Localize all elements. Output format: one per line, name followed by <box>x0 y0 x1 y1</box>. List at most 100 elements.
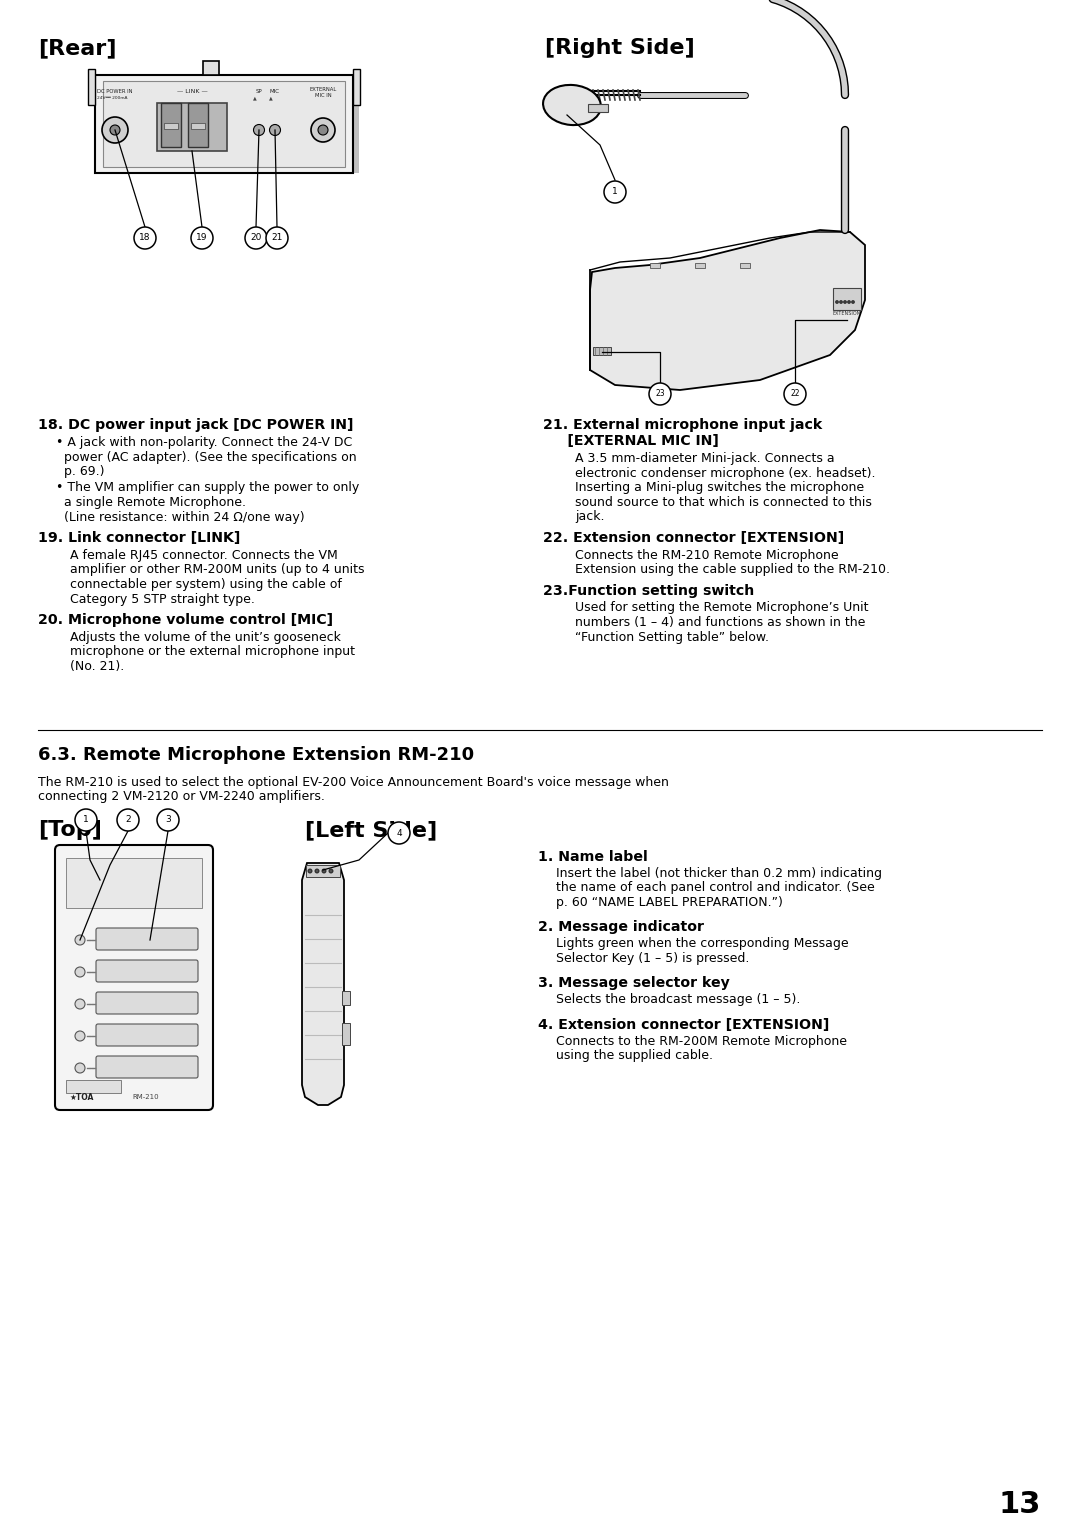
Text: Connects to the RM-200M Remote Microphone: Connects to the RM-200M Remote Microphon… <box>556 1034 847 1048</box>
Text: jack.: jack. <box>575 510 605 523</box>
Text: using the supplied cable.: using the supplied cable. <box>556 1050 713 1062</box>
Circle shape <box>75 999 85 1008</box>
Circle shape <box>75 1031 85 1041</box>
Circle shape <box>134 228 156 249</box>
Text: ▲: ▲ <box>253 95 257 99</box>
Circle shape <box>388 822 410 843</box>
Text: • The VM amplifier can supply the power to only: • The VM amplifier can supply the power … <box>56 481 360 495</box>
Bar <box>87 69 95 105</box>
Bar <box>353 69 360 105</box>
FancyBboxPatch shape <box>96 992 198 1015</box>
Text: ▲: ▲ <box>269 95 273 99</box>
Bar <box>306 865 340 877</box>
Text: [Right Side]: [Right Side] <box>545 38 694 58</box>
Circle shape <box>270 124 281 136</box>
Text: 20: 20 <box>251 234 261 243</box>
Bar <box>103 81 345 167</box>
Text: Extension using the cable supplied to the RM-210.: Extension using the cable supplied to th… <box>575 562 890 576</box>
Bar <box>188 102 208 147</box>
Text: 23: 23 <box>656 390 665 399</box>
Circle shape <box>848 301 850 303</box>
Text: “Function Setting table” below.: “Function Setting table” below. <box>575 631 769 643</box>
Text: A female RJ45 connector. Connects the VM: A female RJ45 connector. Connects the VM <box>70 549 338 562</box>
Text: 6.3. Remote Microphone Extension RM-210: 6.3. Remote Microphone Extension RM-210 <box>38 746 474 764</box>
Text: 2: 2 <box>125 816 131 825</box>
Text: the name of each panel control and indicator. (See: the name of each panel control and indic… <box>556 882 875 894</box>
Text: 19. Link connector [LINK]: 19. Link connector [LINK] <box>38 532 241 545</box>
Text: [Rear]: [Rear] <box>38 38 117 58</box>
Text: MIC IN: MIC IN <box>314 93 332 98</box>
Circle shape <box>157 808 179 831</box>
FancyBboxPatch shape <box>96 960 198 983</box>
Text: numbers (1 – 4) and functions as shown in the: numbers (1 – 4) and functions as shown i… <box>575 616 865 630</box>
Text: 1: 1 <box>83 816 89 825</box>
Circle shape <box>254 124 265 136</box>
Text: microphone or the external microphone input: microphone or the external microphone in… <box>70 645 355 659</box>
Bar <box>342 1024 350 1045</box>
Text: connectable per system) using the cable of: connectable per system) using the cable … <box>70 578 342 591</box>
Bar <box>164 122 178 128</box>
Text: 2. Message indicator: 2. Message indicator <box>538 920 704 935</box>
Bar <box>342 992 350 1005</box>
Bar <box>191 122 205 128</box>
Text: Adjusts the volume of the unit’s gooseneck: Adjusts the volume of the unit’s goosene… <box>70 631 341 643</box>
Circle shape <box>604 180 626 203</box>
Text: p. 60 “NAME LABEL PREPARATION.”): p. 60 “NAME LABEL PREPARATION.”) <box>556 895 783 909</box>
Text: A 3.5 mm-diameter Mini-jack. Connects a: A 3.5 mm-diameter Mini-jack. Connects a <box>575 452 835 465</box>
Text: 1. Name label: 1. Name label <box>538 850 648 863</box>
FancyBboxPatch shape <box>96 927 198 950</box>
Text: 24V══ 200mA: 24V══ 200mA <box>97 96 127 99</box>
Text: 23.Function setting switch: 23.Function setting switch <box>543 584 754 597</box>
Text: 20. Microphone volume control [MIC]: 20. Microphone volume control [MIC] <box>38 613 333 626</box>
Text: 3: 3 <box>165 816 171 825</box>
Bar <box>833 287 861 310</box>
Text: Connects the RM-210 Remote Microphone: Connects the RM-210 Remote Microphone <box>575 549 839 561</box>
Text: EXTERNAL: EXTERNAL <box>309 87 337 92</box>
Bar <box>696 263 705 267</box>
Text: 21. External microphone input jack: 21. External microphone input jack <box>543 419 822 432</box>
Text: SP: SP <box>256 89 262 95</box>
Circle shape <box>191 228 213 249</box>
Bar <box>203 61 219 75</box>
Text: [Top]: [Top] <box>38 821 102 840</box>
Circle shape <box>649 384 671 405</box>
Text: p. 69.): p. 69.) <box>56 465 105 478</box>
Circle shape <box>266 228 288 249</box>
Bar <box>66 859 202 908</box>
Circle shape <box>102 118 129 144</box>
Text: power (AC adapter). (See the specifications on: power (AC adapter). (See the specificati… <box>56 451 356 463</box>
Circle shape <box>318 125 328 134</box>
Bar <box>593 347 611 354</box>
Text: 3. Message selector key: 3. Message selector key <box>538 976 730 990</box>
Circle shape <box>840 301 842 303</box>
Circle shape <box>245 228 267 249</box>
Text: • A jack with non-polarity. Connect the 24-V DC: • A jack with non-polarity. Connect the … <box>56 435 352 449</box>
Circle shape <box>852 301 854 303</box>
Circle shape <box>75 967 85 976</box>
Text: 22: 22 <box>791 390 800 399</box>
Text: 21: 21 <box>271 234 283 243</box>
Text: EXTENSION: EXTENSION <box>833 312 861 316</box>
Bar <box>650 263 660 267</box>
Polygon shape <box>590 231 865 390</box>
Text: ★TOA: ★TOA <box>70 1093 94 1102</box>
Text: amplifier or other RM-200M units (up to 4 units: amplifier or other RM-200M units (up to … <box>70 564 365 576</box>
Circle shape <box>843 301 847 303</box>
Circle shape <box>322 869 326 872</box>
Circle shape <box>75 1063 85 1073</box>
Bar <box>588 104 608 112</box>
Text: 13: 13 <box>999 1490 1041 1519</box>
Text: 19: 19 <box>197 234 207 243</box>
Circle shape <box>784 384 806 405</box>
Ellipse shape <box>543 86 600 125</box>
Text: The RM-210 is used to select the optional EV-200 Voice Announcement Board's voic: The RM-210 is used to select the optiona… <box>38 776 669 788</box>
FancyBboxPatch shape <box>96 1024 198 1047</box>
FancyBboxPatch shape <box>55 845 213 1109</box>
Circle shape <box>75 935 85 944</box>
Text: 4. Extension connector [EXTENSION]: 4. Extension connector [EXTENSION] <box>538 1018 829 1031</box>
Text: — LINK —: — LINK — <box>177 89 207 95</box>
Circle shape <box>117 808 139 831</box>
Text: [EXTERNAL MIC IN]: [EXTERNAL MIC IN] <box>543 434 719 448</box>
Bar <box>157 102 227 151</box>
Circle shape <box>311 118 335 142</box>
